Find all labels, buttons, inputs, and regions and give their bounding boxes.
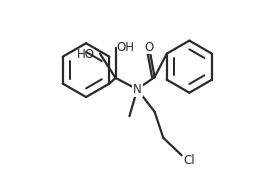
Text: N: N [133,83,142,96]
Text: Cl: Cl [183,154,195,167]
Text: OH: OH [116,41,135,54]
Text: O: O [144,41,153,54]
Text: HO: HO [77,48,95,61]
